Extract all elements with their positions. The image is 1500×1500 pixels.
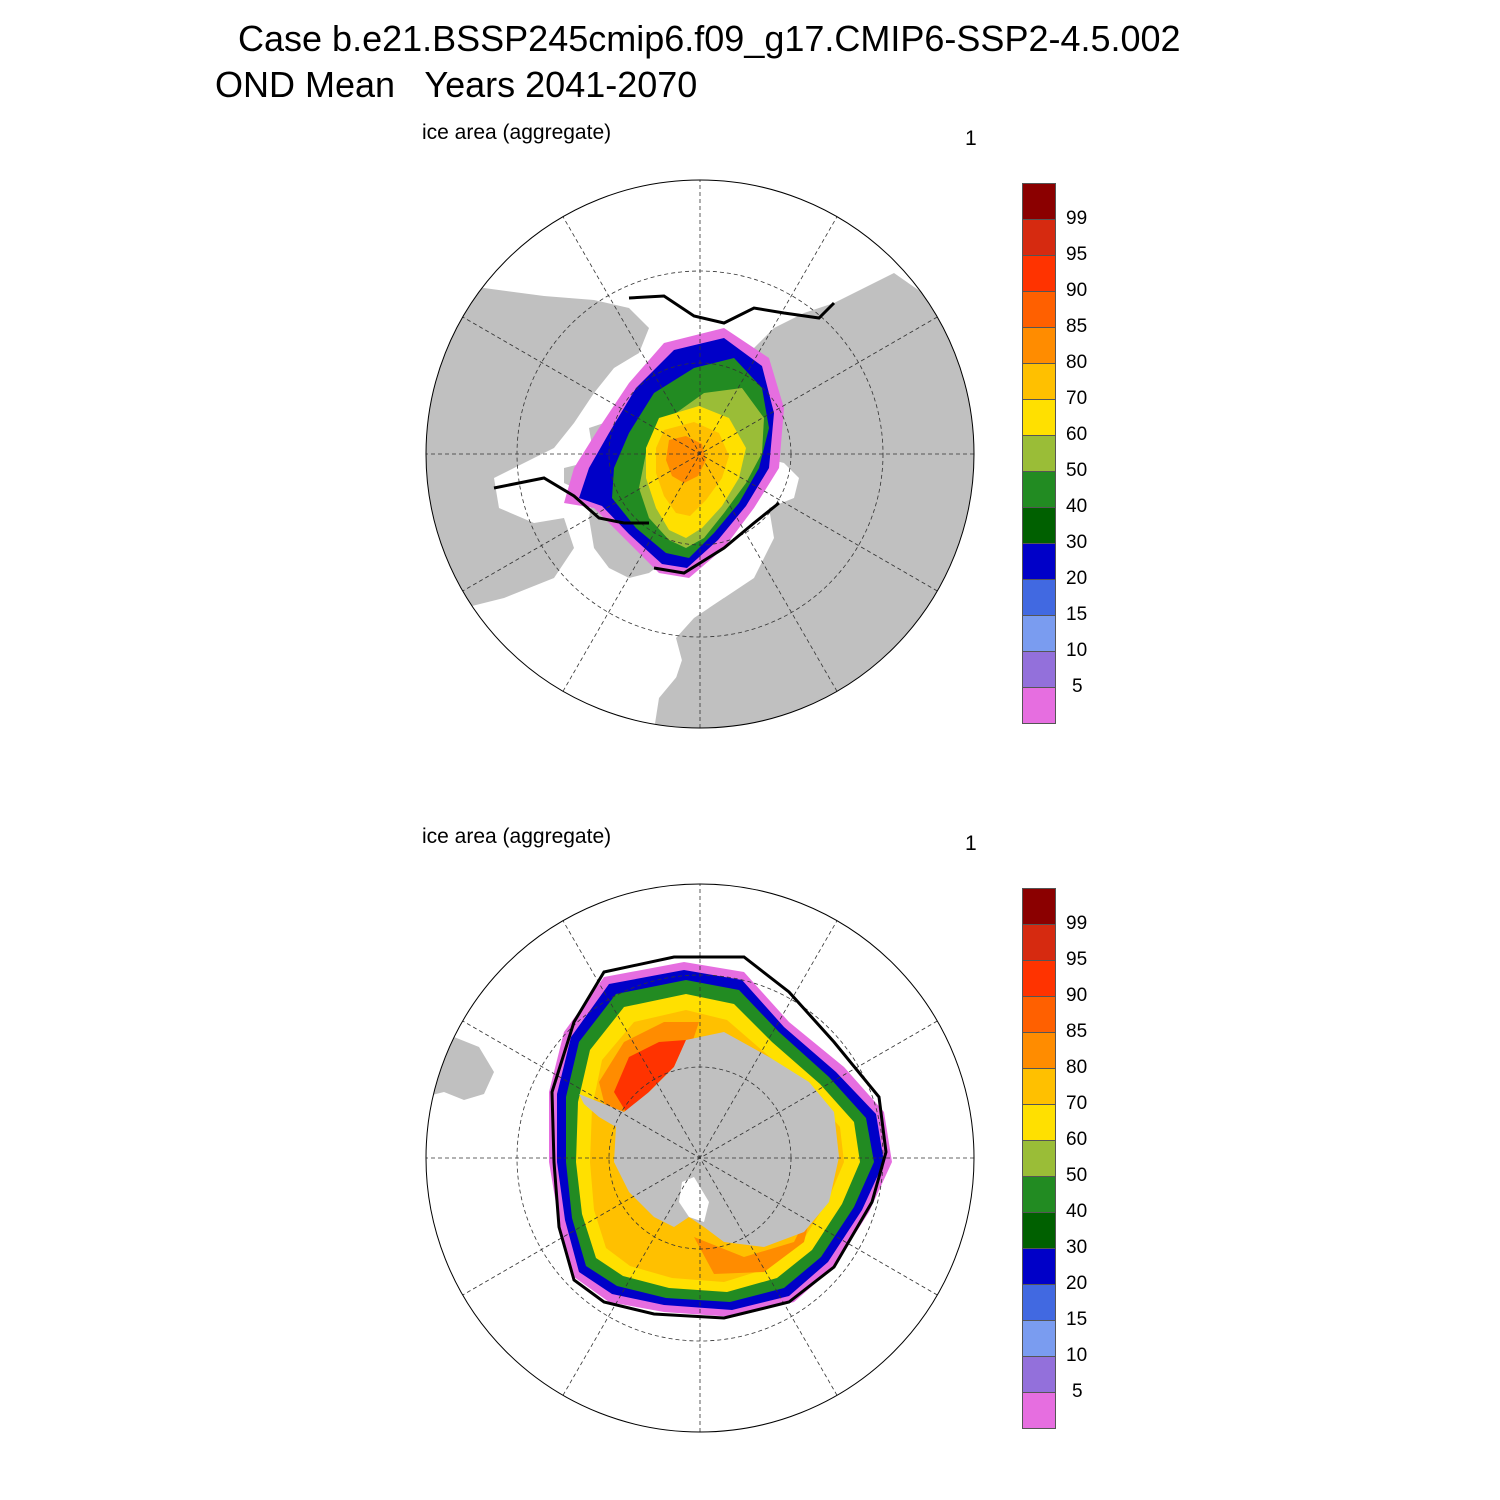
colorbar-segment [1022,1140,1056,1177]
colorbar-tick-label: 70 [1066,388,1088,409]
colorbar-tick-label: 50 [1066,460,1088,481]
colorbar-tick-label: 60 [1066,424,1088,445]
panel-2-label: ice area (aggregate) [422,825,612,848]
colorbar-south [1022,888,1056,1429]
colorbar-segment [1022,363,1056,400]
colorbar-tick-label: 20 [1066,1273,1088,1294]
colorbar-segment [1022,1356,1056,1393]
colorbar-segment [1022,1032,1056,1069]
colorbar-tick-label: 5 [1072,1381,1083,1402]
colorbar-segment [1022,1248,1056,1285]
colorbar-tick-label: 10 [1066,640,1088,661]
colorbar-tick-label: 50 [1066,1165,1088,1186]
panel-1-label: ice area (aggregate) [422,121,612,144]
colorbar-tick-label: 90 [1066,280,1088,301]
colorbar-tick-label: 5 [1072,676,1083,697]
colorbar-tick-label: 10 [1066,1345,1088,1366]
south-polar-map [425,883,975,1433]
panel-2-number: 1 [965,832,977,855]
colorbar-segment [1022,996,1056,1033]
colorbar-tick-label: 85 [1066,316,1088,337]
colorbar-segment [1022,327,1056,364]
figure-title-line2: OND Mean Years 2041-2070 [215,64,698,105]
colorbar-segment [1022,687,1056,724]
colorbar-tick-label: 99 [1066,208,1088,229]
colorbar-segment [1022,219,1056,256]
figure-title-line1: Case b.e21.BSSP245cmip6.f09_g17.CMIP6-SS… [238,18,1181,59]
colorbar-tick-label: 95 [1066,244,1088,265]
colorbar-segment [1022,399,1056,436]
colorbar-tick-label: 80 [1066,1057,1088,1078]
colorbar-tick-label: 20 [1066,568,1088,589]
colorbar-tick-label: 85 [1066,1021,1088,1042]
colorbar-tick-label: 40 [1066,496,1088,517]
colorbar-segment [1022,1212,1056,1249]
colorbar-segment [1022,960,1056,997]
colorbar-segment [1022,651,1056,688]
north-polar-map [425,179,975,729]
colorbar-tick-label: 95 [1066,949,1088,970]
colorbar-segment [1022,471,1056,508]
colorbar-tick-label: 40 [1066,1201,1088,1222]
colorbar-segment [1022,615,1056,652]
colorbar-tick-label: 15 [1066,1309,1088,1330]
colorbar-tick-label: 60 [1066,1129,1088,1150]
ice-shelf-embayment [679,1177,709,1222]
colorbar-tick-label: 30 [1066,1237,1088,1258]
colorbar-segment [1022,888,1056,925]
observed-ice-edge-contour [493,294,836,575]
ice-band-85 [599,1022,814,1274]
colorbar-segment [1022,579,1056,616]
panel-1-number: 1 [965,127,977,150]
antarctica-landmass [579,1032,839,1247]
north-america-landmass [426,288,649,618]
colorbar-segment [1022,435,1056,472]
colorbar-tick-label: 90 [1066,985,1088,1006]
colorbar-tick-label: 30 [1066,532,1088,553]
colorbar-segment [1022,1392,1056,1429]
colorbar-segment [1022,1068,1056,1105]
colorbar-segment [1022,1320,1056,1357]
colorbar-tick-label: 99 [1066,913,1088,934]
colorbar-segment [1022,543,1056,580]
colorbar-segment [1022,291,1056,328]
colorbar-segment [1022,183,1056,220]
colorbar-tick-label: 80 [1066,352,1088,373]
colorbar-tick-label: 15 [1066,604,1088,625]
colorbar-segment [1022,255,1056,292]
colorbar-tick-label: 70 [1066,1093,1088,1114]
observed-ice-edge-contour [550,955,888,1320]
colorbar-segment [1022,1104,1056,1141]
colorbar-segment [1022,1176,1056,1213]
colorbar-segment [1022,507,1056,544]
colorbar-segment [1022,924,1056,961]
scandinavia-landmass [676,598,739,688]
colorbar-north [1022,183,1056,724]
colorbar-segment [1022,1284,1056,1321]
